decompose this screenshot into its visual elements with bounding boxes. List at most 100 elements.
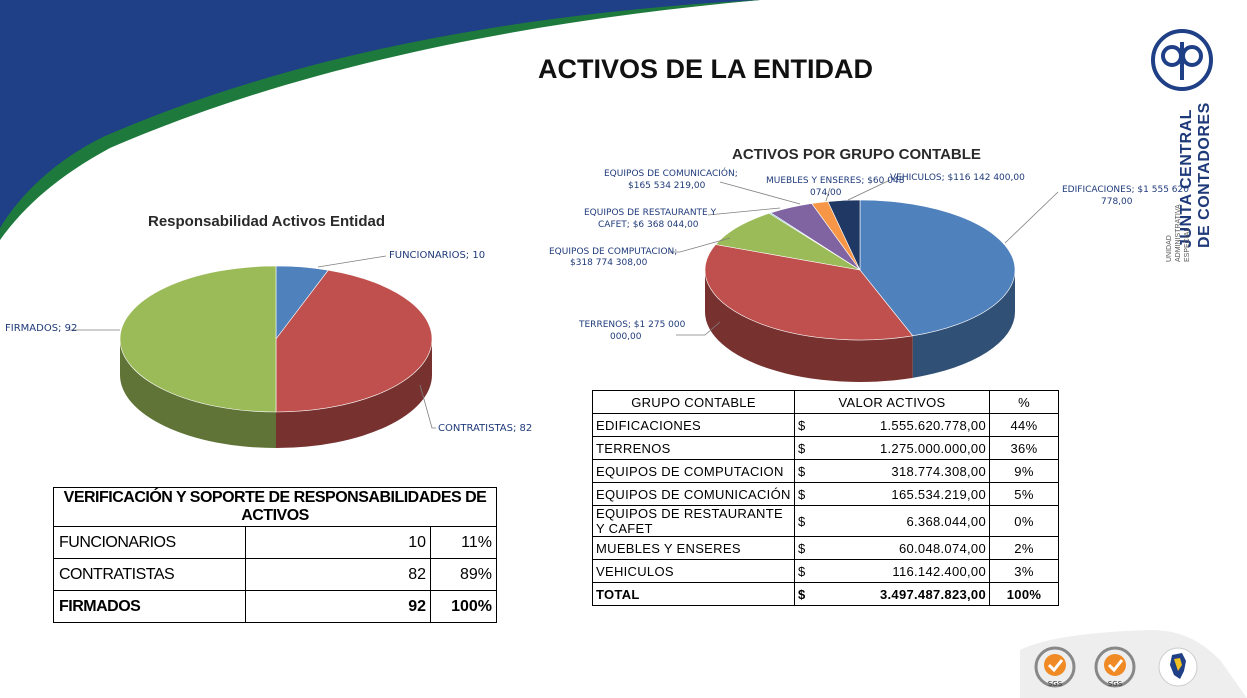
table-cell-value: 60.048.074,00 [811,536,990,560]
pie2-label-computacion-1: EQUIPOS DE COMPUTACION; [549,247,678,257]
table-cell-currency: $ [794,582,811,606]
svg-text:SGS: SGS [1108,680,1123,688]
pie1-slice-firmados [119,265,277,413]
table-cell-pct: 3% [989,559,1059,583]
pie2-label-vehiculos: VEHICULOS; $116 142 400,00 [890,173,1025,183]
table-row: EQUIPOS DE COMUNICACIÓN $ 165.534.219,00… [592,482,1059,506]
table-cell-pct: 100% [989,582,1059,606]
green-band [0,0,760,240]
pie1-side-firmados [120,339,276,448]
table-cell-name: EQUIPOS DE RESTAURANTE Y CAFET [592,505,795,537]
table-cell-name: EDIFICACIONES [592,413,795,437]
table-cell-pct: 5% [989,482,1059,506]
grupo-contable-table: GRUPO CONTABLE VALOR ACTIVOS % EDIFICACI… [592,390,1059,606]
table-row: FIRMADOS 92 100% [53,590,497,623]
chart2-title: ACTIVOS POR GRUPO CONTABLE [732,146,981,163]
pie2-leader-muebles [825,187,831,202]
table-row: EQUIPOS DE COMPUTACION $ 318.774.308,00 … [592,459,1059,483]
pie2-label-restaurante-1: EQUIPOS DE RESTAURANTE Y [584,208,717,218]
table-cell-name: FUNCIONARIOS [53,526,246,559]
table-cell-pct: 44% [989,413,1059,437]
pie1-label-funcionarios: FUNCIONARIOS; 10 [389,250,486,261]
pie2-leader-comunicacion [719,181,801,205]
table-header-row: GRUPO CONTABLE VALOR ACTIVOS % [592,390,1059,414]
table-cell-pct: 9% [989,459,1059,483]
pie2-leader-edificaciones [1004,191,1059,244]
table-cell-pct: 0% [989,505,1059,537]
table-row: TERRENOS $ 1.275.000.000,00 36% [592,436,1059,460]
pie2-slice-edificaciones [859,199,1016,337]
pie2-side-edificaciones [912,270,1015,378]
pie1-slice-contratistas [275,269,433,413]
pie1-leader-contratistas [419,384,436,429]
table-cell-value: 1.275.000.000,00 [811,436,990,460]
table-cell-name: FIRMADOS [53,590,246,623]
table-row: CONTRATISTAS 82 89% [53,558,497,591]
pie2-slice-vehiculos [827,199,861,271]
table-cell-currency: $ [794,536,811,560]
col-header-valor: VALOR ACTIVOS [794,390,990,414]
sgs-badge-icon-2: SGS [1094,646,1136,688]
table-cell-name: VEHICULOS [592,559,795,583]
table-cell-pct: 36% [989,436,1059,460]
table-cell-name: EQUIPOS DE COMUNICACIÓN [592,482,795,506]
pie2-label-comunicacion-2: $165 534 219,00 [628,181,706,191]
pie2-label-edificaciones-2: 778,00 [1101,197,1133,207]
pie2-leader-terrenos [676,321,721,336]
sgs-badge-icon: SGS [1034,646,1076,688]
table-cell-currency: $ [794,505,811,537]
table-cell-value: 165.534.219,00 [811,482,990,506]
pie2-label-computacion-2: $318 774 308,00 [570,258,648,268]
table-header: VERIFICACIÓN Y SOPORTE DE RESPONSABILIDA… [53,487,497,527]
table-row: VEHICULOS $ 116.142.400,00 3% [592,559,1059,583]
pie1-label-firmados: FIRMADOS; 92 [5,323,78,334]
responsabilidades-table: VERIFICACIÓN Y SOPORTE DE RESPONSABILIDA… [53,487,497,623]
table-cell-name: TERRENOS [592,436,795,460]
table-cell-value: 3.497.487.823,00 [811,582,990,606]
pie2-leader-restaurante [707,207,781,216]
table-cell-value: 6.368.044,00 [811,505,990,537]
page-title: ACTIVOS DE LA ENTIDAD [538,54,874,84]
navy-swoosh [0,0,760,240]
pie2-slice-terrenos [704,244,914,341]
pie2-label-muebles-1: MUEBLES Y ENSERES; $60 048 [766,176,905,186]
table-cell-pct: 89% [430,558,497,591]
chart1-title: Responsabilidad Activos Entidad [148,213,385,230]
pie2-label-restaurante-2: CAFET; $6 368 044,00 [598,220,699,230]
svg-text:SGS: SGS [1048,680,1063,688]
table-row: MUEBLES Y ENSERES $ 60.048.074,00 2% [592,536,1059,560]
table-cell-currency: $ [794,482,811,506]
pie2-leader-vehiculos [847,179,891,201]
table-cell-value: 82 [245,558,431,591]
table-cell-currency: $ [794,436,811,460]
pie2-side-terrenos [704,270,913,382]
table-cell-value: 92 [245,590,431,623]
col-header-grupo: GRUPO CONTABLE [592,390,795,414]
table-row: TOTAL $ 3.497.487.823,00 100% [592,582,1059,606]
table-cell-name: CONTRATISTAS [53,558,246,591]
table-cell-name: MUEBLES Y ENSERES [592,536,795,560]
table-row: EQUIPOS DE RESTAURANTE Y CAFET $ 6.368.0… [592,505,1059,537]
table-cell-currency: $ [794,413,811,437]
table-cell-pct: 100% [430,590,497,623]
table-cell-name: EQUIPOS DE COMPUTACION [592,459,795,483]
table-row: EDIFICACIONES $ 1.555.620.778,00 44% [592,413,1059,437]
table-cell-pct: 2% [989,536,1059,560]
pie2-leader-computacion [670,237,731,253]
pie2-label-terrenos-1: TERRENOS; $1 275 000 [579,320,686,330]
pie1-side-contratistas [276,339,432,448]
table-header-row: VERIFICACIÓN Y SOPORTE DE RESPONSABILIDA… [53,487,497,527]
pie1-leader-funcionarios [317,255,387,268]
pie2-label-edificaciones-1: EDIFICACIONES; $1 555 620 [1062,185,1189,195]
table-cell-currency: $ [794,559,811,583]
table-cell-name: TOTAL [592,582,795,606]
table-cell-value: 10 [245,526,431,559]
pie1-label-contratistas: CONTRATISTAS; 82 [438,423,533,434]
pie2-label-comunicacion-1: EQUIPOS DE COMUNICACIÓN; [604,169,738,179]
table-row: FUNCIONARIOS 10 11% [53,526,497,559]
pie2-slice-equipos-de-computacion [715,212,861,271]
table-cell-value: 116.142.400,00 [811,559,990,583]
col-header-pct: % [989,390,1059,414]
